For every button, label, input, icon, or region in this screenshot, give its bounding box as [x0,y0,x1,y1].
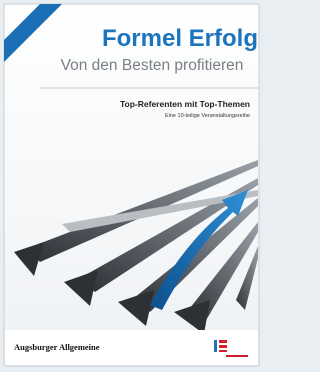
tagline-title: Top-Referenten mit Top-Themen [120,99,250,109]
cover: Formel Erfolg Von den Besten profitieren… [0,0,264,372]
subtitle: Von den Besten profitieren [61,57,244,74]
title: Formel Erfolg [102,25,258,52]
tagline-subtitle: Eine 10-teilige Veranstaltungsreihe [165,113,250,119]
publisher: Augsburger Allgemeine [14,342,100,352]
page: Formel Erfolg Von den Besten profitieren… [0,0,264,372]
